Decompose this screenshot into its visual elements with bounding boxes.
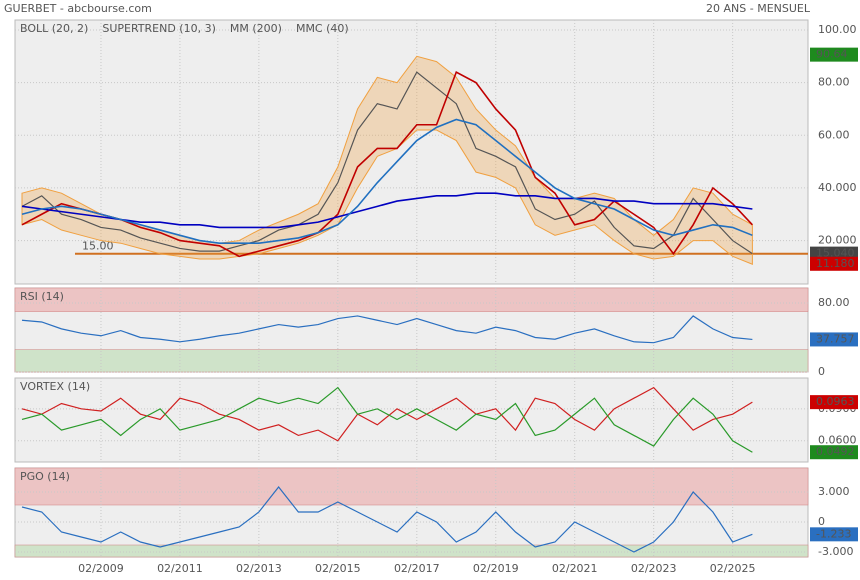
value-badge-label: -1.233 xyxy=(816,527,851,540)
legend-entry: MM (200) xyxy=(230,22,282,35)
series-line xyxy=(21,71,753,255)
panel-title: PGO (14) xyxy=(20,470,70,483)
series-line xyxy=(21,118,753,245)
zone xyxy=(14,467,809,506)
value-badge xyxy=(810,527,858,542)
y-tick-label: 0 xyxy=(818,515,825,528)
series-line xyxy=(21,386,753,442)
y-tick-label: 3.000 xyxy=(818,485,850,498)
value-badge-label: 37.757 xyxy=(816,332,855,345)
period: 20 ANS - MENSUEL xyxy=(706,2,811,15)
y-tick-label: -3.000 xyxy=(818,545,853,558)
value-badge-label: 90.64 xyxy=(816,48,848,61)
zone xyxy=(14,287,809,312)
value-badge-label: 0.0492 xyxy=(816,445,855,458)
value-badge xyxy=(810,332,858,347)
y-tick-label: 0 xyxy=(818,365,825,378)
series-line xyxy=(21,70,753,258)
value-badge-label: 11.180 xyxy=(816,257,855,270)
series-line xyxy=(21,386,753,453)
legend-entry: SUPERTREND (10, 3) xyxy=(102,22,216,35)
x-tick-label: 02/2021 xyxy=(552,562,598,575)
x-tick-label: 02/2017 xyxy=(394,562,440,575)
y-tick-label: 100.00 xyxy=(818,23,857,36)
value-badge xyxy=(810,256,858,271)
panel-title: VORTEX (14) xyxy=(20,380,90,393)
panel-background xyxy=(14,377,809,463)
series-line xyxy=(21,486,753,553)
x-tick-label: 02/2015 xyxy=(315,562,361,575)
x-tick-label: 02/2025 xyxy=(710,562,756,575)
source: GUERBET - abcbourse.com xyxy=(4,2,152,15)
zone xyxy=(14,544,809,558)
y-tick-label: 80.00 xyxy=(818,296,850,309)
y-tick-label: 60.00 xyxy=(818,128,850,141)
value-badge xyxy=(810,47,858,62)
value-badge-label: 0.0963 xyxy=(816,395,855,408)
value-badge xyxy=(810,445,858,460)
legend-entry: BOLL (20, 2) xyxy=(20,22,88,35)
legend-entry: MMC (40) xyxy=(296,22,349,35)
x-tick-label: 02/2013 xyxy=(236,562,282,575)
zone xyxy=(14,349,809,373)
x-tick-label: 02/2023 xyxy=(631,562,677,575)
series-line xyxy=(21,192,753,229)
value-badge-label: 15.040 xyxy=(816,247,855,260)
panel-title: RSI (14) xyxy=(20,290,64,303)
x-tick-label: 02/2009 xyxy=(78,562,124,575)
x-tick-label: 02/2011 xyxy=(157,562,203,575)
y-tick-label: 80.00 xyxy=(818,76,850,89)
y-tick-label: 0.0600 xyxy=(818,434,857,447)
x-tick-label: 02/2019 xyxy=(473,562,519,575)
value-badge xyxy=(810,395,858,410)
series-line xyxy=(21,315,753,344)
bollinger-band xyxy=(21,55,753,265)
y-tick-label: 20.000 xyxy=(818,234,857,247)
y-tick-label: 40.000 xyxy=(818,181,857,194)
support-label: 15.00 xyxy=(82,240,114,253)
